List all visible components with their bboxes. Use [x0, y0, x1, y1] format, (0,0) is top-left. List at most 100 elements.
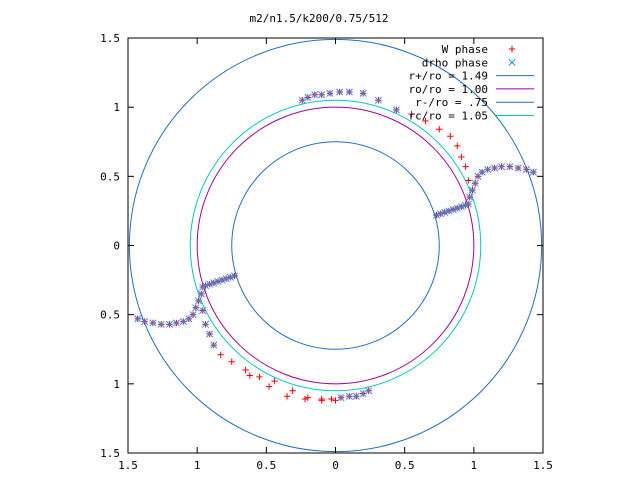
data-point: [491, 164, 499, 172]
data-point: [466, 193, 474, 201]
data-point: [210, 279, 218, 287]
data-point: [318, 397, 325, 404]
data-point: [374, 96, 382, 104]
data-point: [301, 395, 309, 403]
data-point: [246, 372, 253, 379]
data-point: [157, 320, 165, 328]
reference-circle-1: [196, 106, 475, 385]
legend-label: W phase: [442, 43, 488, 56]
data-point: [432, 211, 441, 219]
data-point: [458, 153, 465, 161]
y-tick-label: 1.5: [100, 447, 120, 460]
reference-circle-2: [231, 141, 440, 350]
data-point: [217, 351, 224, 358]
data-point: [359, 89, 367, 97]
x-tick-label: 1: [194, 459, 201, 472]
data-point: [454, 142, 461, 150]
data-point: [359, 389, 367, 398]
data-point: [464, 200, 472, 208]
data-point: [192, 304, 200, 312]
series-0: [134, 88, 537, 404]
data-point: [242, 366, 249, 374]
y-tick-label: 0.5: [100, 170, 120, 183]
data-point: [185, 315, 193, 323]
data-point: [441, 208, 449, 216]
data-point: [197, 290, 205, 298]
x-tick-label: 1: [471, 459, 478, 472]
data-point: [222, 275, 230, 283]
y-tick-label: 1.5: [100, 32, 120, 45]
x-tick-label: 0.5: [256, 459, 276, 472]
legend-label: ro/ro = 1.00: [409, 83, 488, 96]
axis-ticks: 1.5 1 0.5 0 0.5 1 1.51.510.500.511.5: [100, 32, 553, 472]
x-tick-label: 0.5: [395, 459, 415, 472]
data-point: [226, 273, 234, 281]
data-point: [141, 318, 149, 326]
legend-label: r-/ro = .75: [415, 96, 488, 109]
data-point: [497, 163, 506, 171]
data-point: [283, 393, 291, 400]
data-point: [265, 383, 273, 390]
data-point: [311, 91, 319, 99]
data-point: [304, 93, 312, 102]
data-point: [422, 117, 429, 125]
data-point: [230, 272, 239, 280]
data-point: [445, 207, 453, 215]
data-point: [471, 179, 479, 187]
data-point: [522, 165, 530, 173]
legend-label: drho phase: [422, 56, 488, 69]
data-point: [345, 392, 353, 400]
data-point: [529, 168, 537, 176]
legend-label: r+/ro = 1.49: [409, 70, 488, 83]
data-point: [199, 306, 207, 315]
legend-marker: [508, 58, 516, 66]
data-point: [457, 203, 465, 211]
data-point: [256, 373, 263, 381]
data-point: [408, 110, 415, 118]
x-tick-label: 1.5: [118, 459, 138, 472]
data-point: [206, 280, 214, 288]
data-point: [478, 168, 486, 176]
data-point: [210, 341, 218, 349]
data-point: [172, 319, 180, 327]
data-point: [328, 395, 335, 403]
data-point: [436, 126, 443, 133]
data-point: [336, 88, 344, 96]
data-point: [352, 392, 360, 400]
legend-label: rc/ro = 1.05: [409, 110, 488, 123]
data-point: [304, 394, 312, 401]
data-point: [218, 276, 226, 284]
x-tick-label: 1.5: [533, 459, 553, 472]
data-point: [318, 91, 326, 99]
data-point: [447, 133, 454, 140]
data-point: [165, 320, 174, 328]
data-point: [365, 387, 373, 395]
y-tick-label: 1: [113, 378, 120, 391]
data-point: [392, 106, 400, 114]
data-point: [449, 205, 457, 214]
data-point: [437, 210, 445, 218]
data-point: [206, 330, 214, 338]
data-point: [199, 283, 207, 291]
data-point: [289, 387, 296, 394]
data-point: [468, 186, 477, 194]
chart-title: m2/n1.5/k200/0.75/512: [249, 12, 388, 25]
data-point: [149, 319, 157, 327]
data-point: [484, 165, 492, 173]
data-point: [228, 358, 235, 365]
y-tick-label: 0.5: [100, 309, 120, 322]
data-series: [134, 88, 537, 404]
reference-circle-3: [189, 99, 482, 392]
legend-marker: [508, 45, 516, 53]
data-point: [506, 163, 514, 171]
data-point: [214, 277, 222, 286]
data-point: [326, 89, 334, 97]
data-point: [345, 88, 353, 96]
y-tick-label: 0: [113, 240, 120, 253]
data-point: [465, 177, 472, 184]
data-point: [337, 394, 345, 402]
data-point: [194, 297, 203, 305]
series-1: [134, 88, 537, 402]
